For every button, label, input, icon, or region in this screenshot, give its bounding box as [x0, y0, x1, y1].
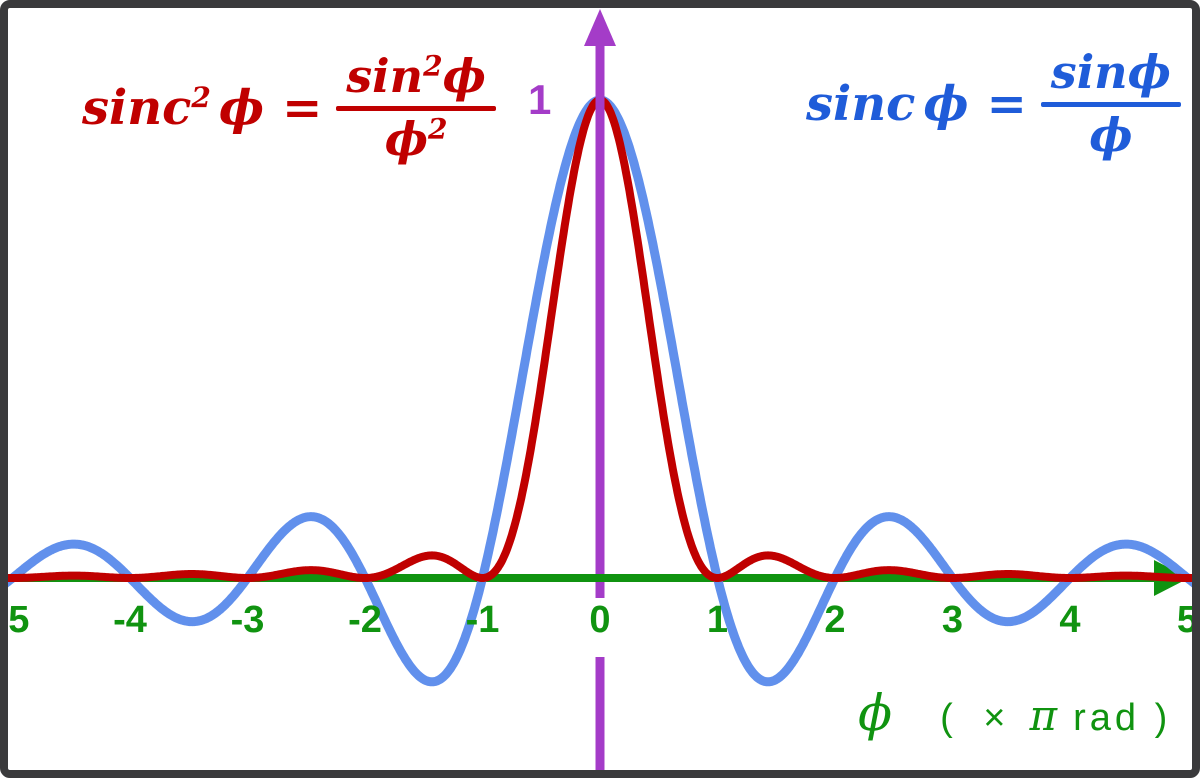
- x-tick-label-3: 3: [941, 599, 964, 641]
- numerator-fn: sin: [346, 49, 424, 103]
- fraction-denominator: ϕ: [1079, 107, 1142, 165]
- fraction-numerator: sinϕ: [1041, 44, 1181, 102]
- numerator-argument: ϕ: [1127, 45, 1171, 99]
- x-tick-label--3: -3: [230, 599, 265, 641]
- equals-sign: =: [986, 76, 1027, 132]
- fraction-numerator: sin2ϕ: [336, 48, 496, 106]
- x-tick-label--2: -2: [348, 599, 382, 641]
- y-axis-arrow-icon: [584, 9, 616, 46]
- x-tick-label--4: -4: [113, 599, 147, 641]
- formula-sinc-squared-lhs: sinc2 ϕ =: [82, 80, 336, 136]
- fraction-bar: [336, 105, 496, 111]
- denominator-exponent: 2: [428, 112, 448, 146]
- fn-argument: ϕ: [923, 76, 969, 132]
- equals-sign: =: [282, 80, 323, 136]
- pi-symbol: π: [1029, 691, 1058, 740]
- x-tick-label-1: 1: [706, 599, 729, 641]
- x-tick-label--5: -5: [0, 599, 30, 641]
- fraction-denominator: ϕ2: [375, 111, 458, 169]
- x-axis-label: ϕ ( × π rad ): [858, 684, 1171, 742]
- x-tick-label-5: 5: [1176, 599, 1199, 641]
- formula-sinc-squared: sinc2 ϕ = sin2ϕ ϕ2: [82, 48, 496, 168]
- fn-exponent: 2: [191, 81, 211, 114]
- units-open: ( ×: [940, 697, 1016, 739]
- denominator-argument: ϕ: [1089, 107, 1133, 162]
- units-close: rad ): [1073, 697, 1172, 739]
- formula-sinc: sinc ϕ = sinϕ ϕ: [806, 44, 1181, 164]
- numerator-argument: ϕ: [442, 49, 486, 103]
- x-tick-label-0: 0: [589, 599, 611, 641]
- x-tick-label-2: 2: [824, 599, 846, 641]
- fn-name: sinc: [82, 80, 192, 136]
- numerator-exponent: 2: [423, 49, 443, 83]
- plot-area: [7, 9, 1193, 771]
- numerator-fn: sin: [1050, 45, 1128, 99]
- fraction: sinϕ ϕ: [1040, 44, 1181, 165]
- x-tick-label--1: -1: [465, 599, 500, 641]
- fn-argument: ϕ: [218, 80, 265, 136]
- x-tick-label-4: 4: [1059, 599, 1081, 641]
- formula-sinc-lhs: sinc ϕ =: [806, 76, 1041, 132]
- denominator-argument: ϕ: [384, 111, 428, 166]
- fn-name: sinc: [806, 76, 916, 132]
- phi-symbol: ϕ: [858, 684, 893, 742]
- fraction: sin2ϕ ϕ2: [336, 48, 496, 168]
- y-axis-peak-label: 1: [528, 76, 552, 123]
- fraction-bar: [1040, 101, 1181, 107]
